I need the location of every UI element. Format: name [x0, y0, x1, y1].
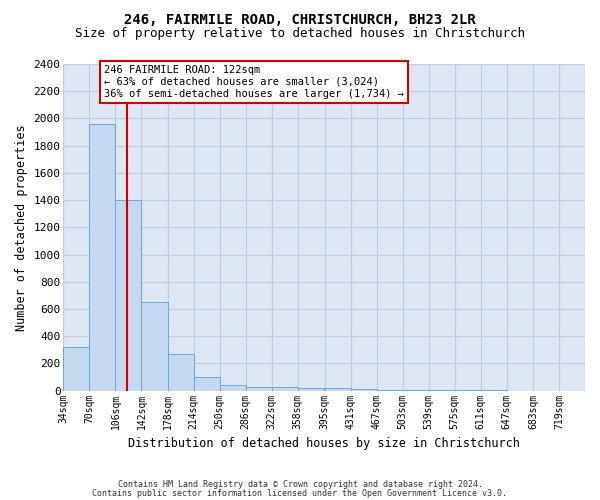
X-axis label: Distribution of detached houses by size in Christchurch: Distribution of detached houses by size … — [128, 437, 520, 450]
Bar — [64, 347, 89, 391]
Text: 246 FAIRMILE ROAD: 122sqm
← 63% of detached houses are smaller (3,024)
36% of se: 246 FAIRMILE ROAD: 122sqm ← 63% of detac… — [104, 66, 404, 98]
Bar — [272, 387, 298, 390]
Bar — [325, 388, 350, 390]
Bar — [89, 124, 115, 390]
Bar — [220, 384, 245, 390]
Bar — [194, 377, 220, 390]
Bar — [298, 388, 324, 390]
Bar — [142, 302, 167, 390]
Bar — [245, 386, 272, 390]
Y-axis label: Number of detached properties: Number of detached properties — [15, 124, 28, 330]
Bar — [167, 354, 194, 391]
Bar — [115, 200, 142, 390]
Text: Size of property relative to detached houses in Christchurch: Size of property relative to detached ho… — [75, 28, 525, 40]
Text: 246, FAIRMILE ROAD, CHRISTCHURCH, BH23 2LR: 246, FAIRMILE ROAD, CHRISTCHURCH, BH23 2… — [124, 12, 476, 26]
Text: Contains HM Land Registry data © Crown copyright and database right 2024.: Contains HM Land Registry data © Crown c… — [118, 480, 482, 489]
Text: Contains public sector information licensed under the Open Government Licence v3: Contains public sector information licen… — [92, 489, 508, 498]
